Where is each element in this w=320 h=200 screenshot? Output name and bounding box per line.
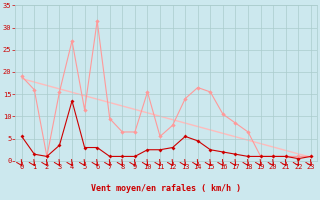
X-axis label: Vent moyen/en rafales ( km/h ): Vent moyen/en rafales ( km/h )	[91, 184, 241, 193]
